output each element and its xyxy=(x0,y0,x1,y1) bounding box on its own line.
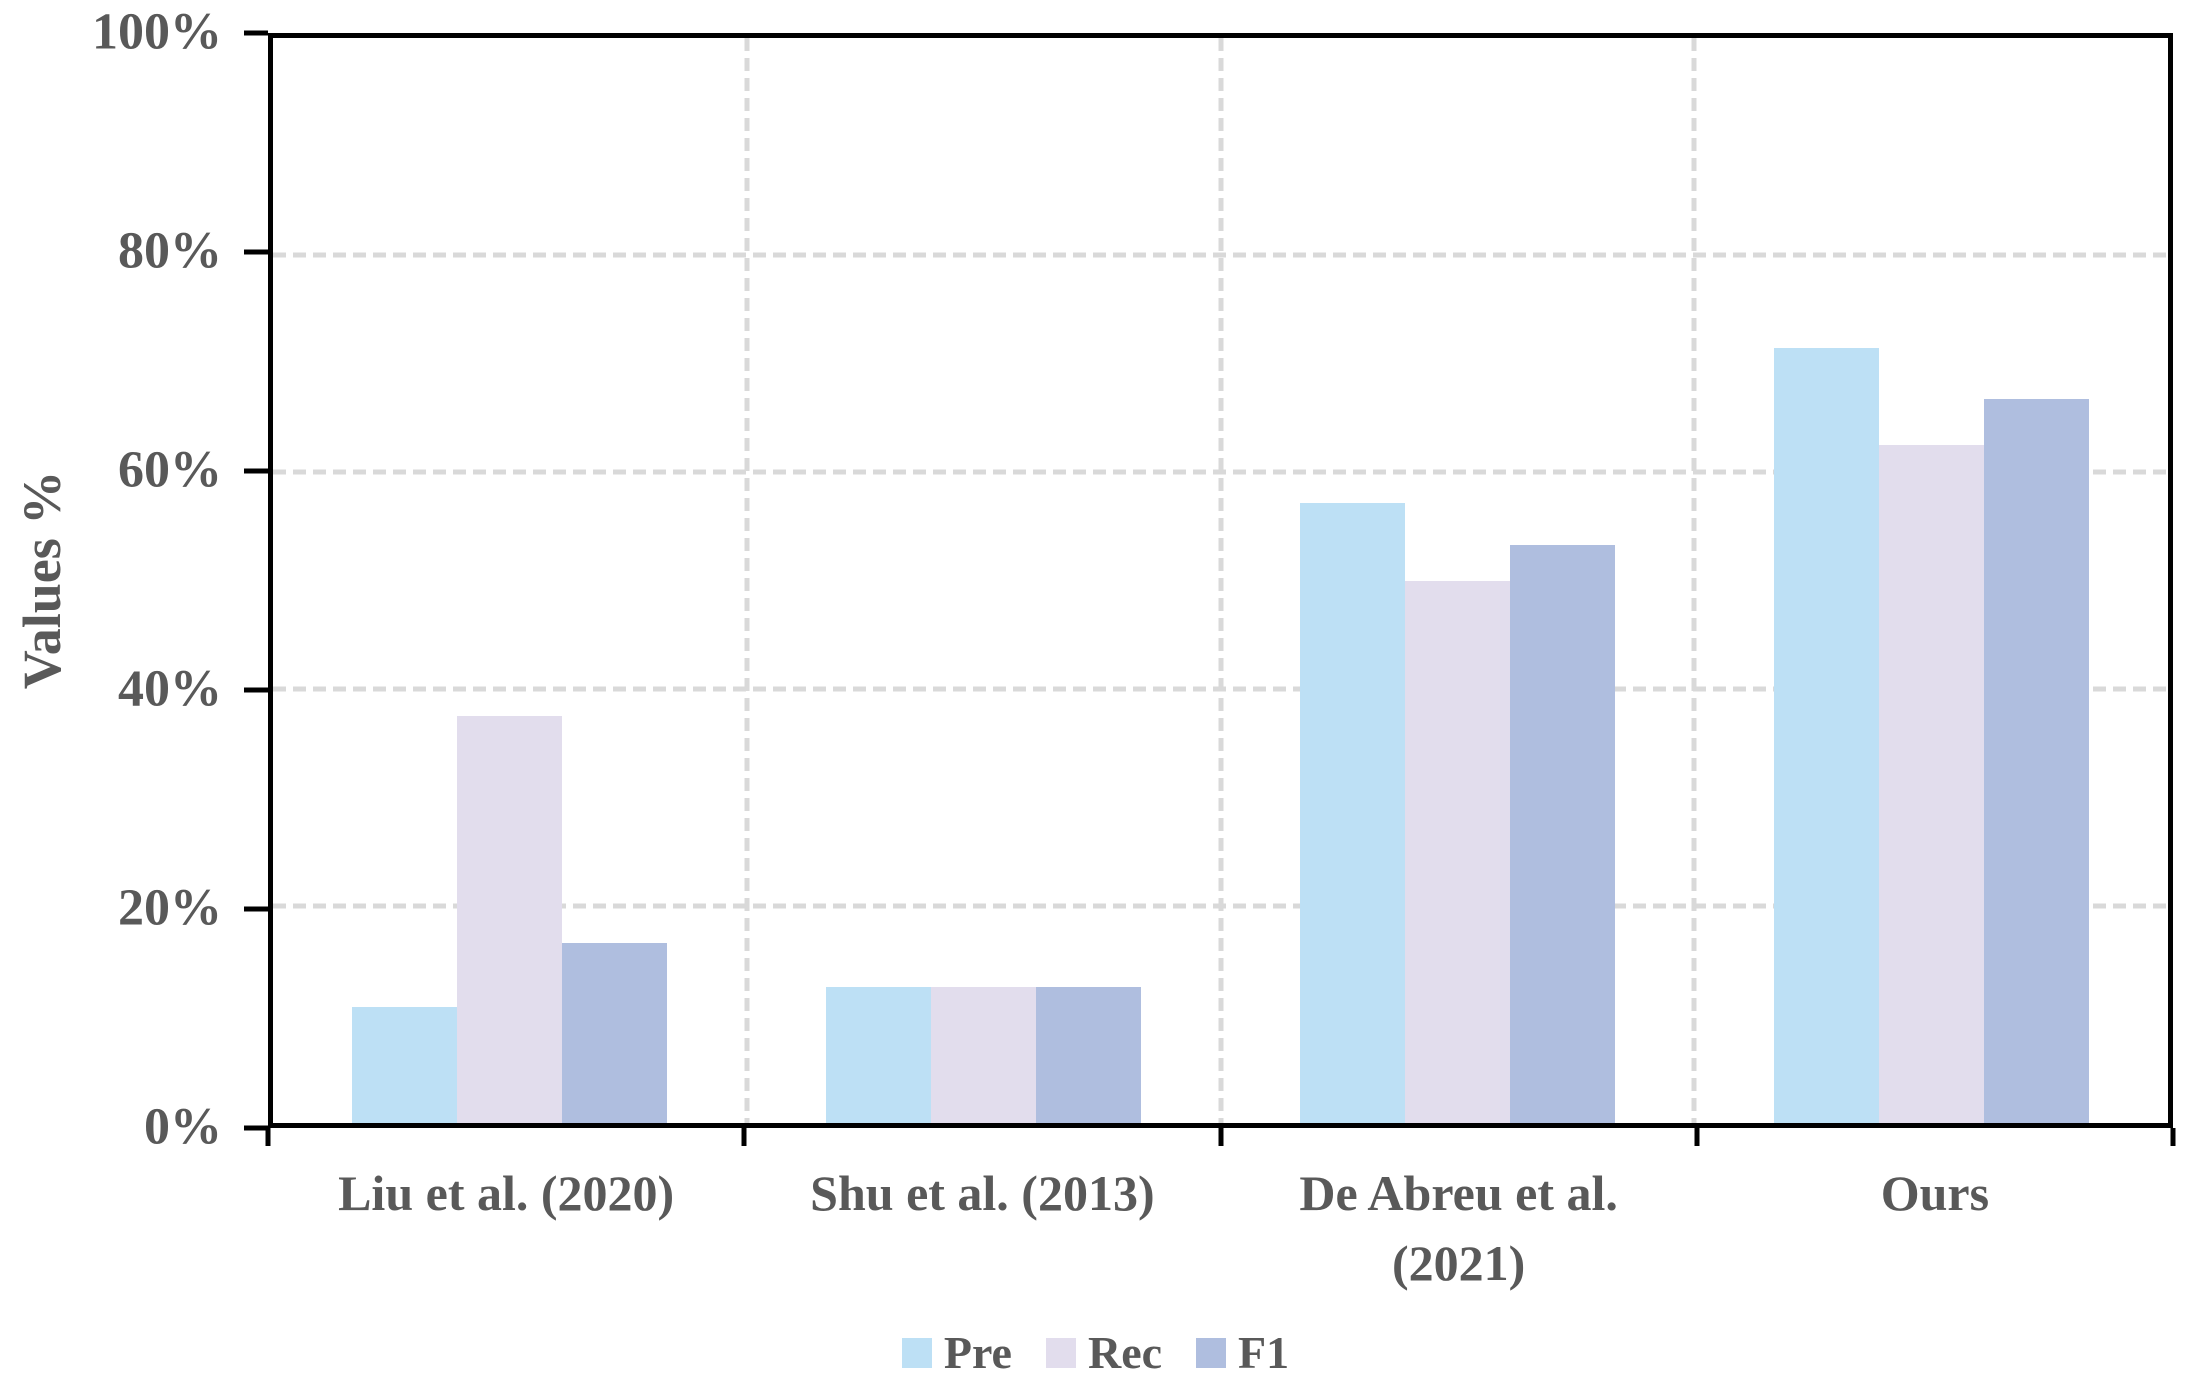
gridline-vertical xyxy=(1691,38,1697,1123)
y-tick-mark xyxy=(244,906,268,912)
x-axis-labels: Liu et al. (2020) Shu et al. (2013) De Abr… xyxy=(268,1158,2173,1298)
y-tick-label: 60% xyxy=(118,441,222,499)
x-tick-mark xyxy=(1218,1128,1223,1146)
x-axis-label-text: De Abreu et al. (2021) xyxy=(1299,1165,1618,1291)
y-tick-label: 100% xyxy=(92,3,222,61)
x-axis-label: Ours xyxy=(1697,1158,2173,1298)
plot-area xyxy=(268,33,2173,1128)
y-tick-mark xyxy=(244,30,268,36)
legend-item-rec: Rec xyxy=(1045,1326,1163,1379)
legend-label: Rec xyxy=(1087,1327,1163,1378)
legend-swatch-rec xyxy=(1045,1337,1076,1368)
x-axis-label-text: Ours xyxy=(1880,1165,1990,1221)
x-axis-label: De Abreu et al. (2021) xyxy=(1221,1158,1697,1298)
gridline-vertical xyxy=(1218,38,1223,1123)
bar-group xyxy=(273,38,747,1123)
x-tick-mark xyxy=(265,1128,271,1146)
legend-item-pre: Pre xyxy=(901,1326,1012,1379)
bar-rec xyxy=(457,716,563,1123)
gridline-vertical xyxy=(744,38,750,1123)
y-tick-label: 0% xyxy=(144,1098,222,1156)
legend-swatch-pre xyxy=(901,1337,932,1368)
bar-rec xyxy=(1404,580,1510,1123)
bar-rec xyxy=(931,987,1037,1123)
y-tick-label: 40% xyxy=(118,660,222,718)
bar-f1 xyxy=(562,942,668,1123)
x-axis-label-text: Shu et al. (2013) xyxy=(810,1165,1155,1221)
bar-group xyxy=(1221,38,1695,1123)
x-axis-label-text: Liu et al. (2020) xyxy=(338,1165,675,1221)
x-tick-mark xyxy=(1694,1128,1700,1146)
y-tick-label: 80% xyxy=(118,222,222,280)
bar-groups xyxy=(273,38,2168,1123)
legend-label: Pre xyxy=(943,1327,1012,1378)
x-axis-label: Liu et al. (2020) xyxy=(268,1158,744,1298)
bar-f1 xyxy=(1036,987,1142,1123)
y-tick-mark xyxy=(244,687,268,693)
legend-label: F1 xyxy=(1238,1327,1290,1378)
bar-pre xyxy=(1299,503,1405,1123)
y-tick-mark xyxy=(244,1125,268,1131)
y-tick-mark xyxy=(244,468,268,474)
x-tick-mark xyxy=(2170,1128,2176,1146)
bar-group xyxy=(1694,38,2168,1123)
y-tick-label: 20% xyxy=(118,879,222,937)
bar-group xyxy=(747,38,1221,1123)
legend-item-f1: F1 xyxy=(1196,1326,1289,1379)
bar-f1 xyxy=(1983,399,2089,1123)
bar-rec xyxy=(1878,444,1984,1123)
bar-f1 xyxy=(1509,544,1615,1123)
legend: Pre Rec F1 xyxy=(0,1326,2191,1379)
y-tick-mark xyxy=(244,249,268,255)
bar-pre xyxy=(352,1006,458,1123)
x-tick-mark xyxy=(741,1128,747,1146)
bar-pre xyxy=(1773,348,1879,1123)
legend-swatch-f1 xyxy=(1196,1337,1227,1368)
x-axis-label: Shu et al. (2013) xyxy=(744,1158,1220,1298)
bar-pre xyxy=(826,987,932,1123)
y-axis-title: Values % xyxy=(12,470,72,690)
